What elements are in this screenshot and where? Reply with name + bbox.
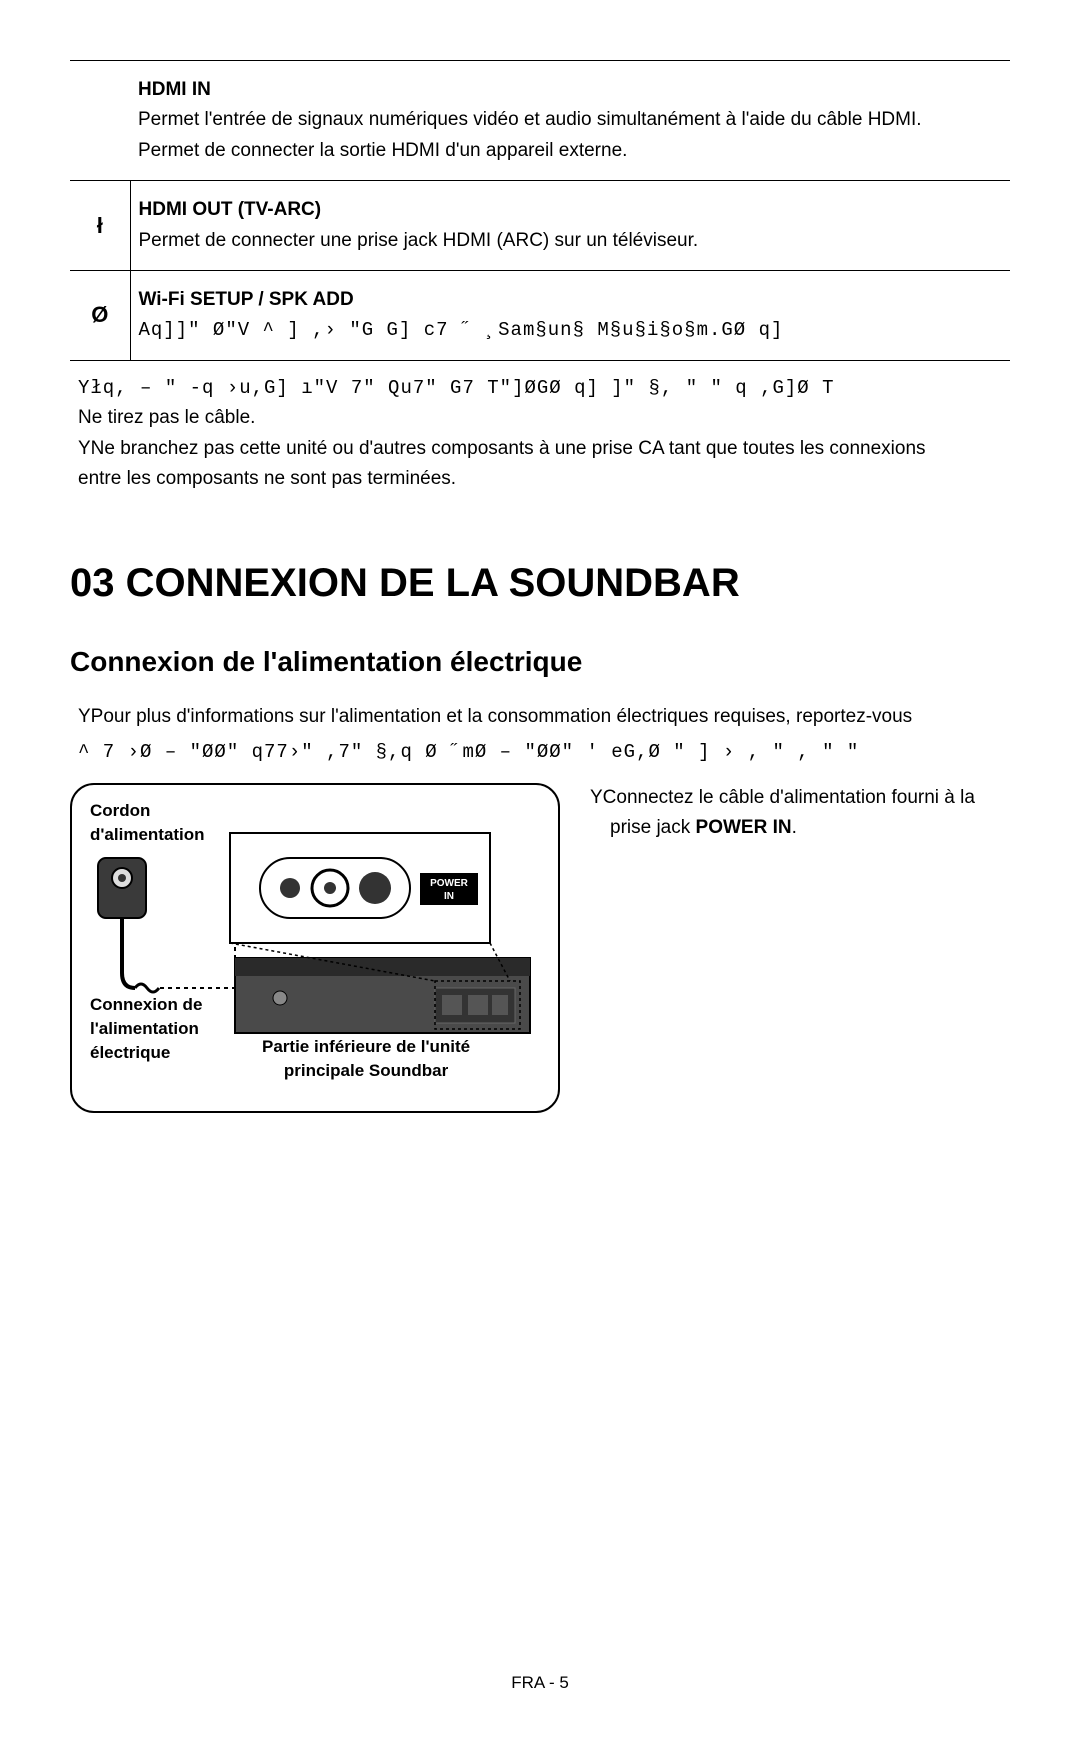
table-row: Ø Wi-Fi SETUP / SPK ADD Aq]]" Ø"V ^ ] ,›…	[70, 270, 1010, 360]
section-heading: 03 CONNEXION DE LA SOUNDBAR	[70, 561, 1010, 606]
row-title: HDMI OUT (TV-ARC)	[139, 195, 1003, 225]
desc-line: YPour plus d'informations sur l'alimenta…	[70, 702, 1010, 732]
row-number: ł	[70, 181, 130, 271]
note-line-garbled: Yłq, – " -q ›u,G] ı"V 7" Qu7" G7 T"]ØGØ …	[70, 373, 1010, 403]
table-row: HDMI IN Permet l'entrée de signaux numér…	[70, 61, 1010, 181]
row-title: HDMI IN	[138, 75, 1002, 105]
spec-table: HDMI IN Permet l'entrée de signaux numér…	[70, 60, 1010, 361]
row-desc: Permet de connecter la sortie HDMI d'un …	[138, 136, 1002, 166]
row-number-empty	[70, 61, 130, 181]
cord-label: Cordon d'alimentation	[90, 799, 205, 847]
note-line: YNe branchez pas cette unité ou d'autres…	[70, 434, 1010, 464]
row-content: HDMI IN Permet l'entrée de signaux numér…	[130, 61, 1010, 181]
right-note-period: .	[792, 817, 797, 838]
sub-heading: Connexion de l'alimentation électrique	[70, 646, 1010, 678]
row-content: HDMI OUT (TV-ARC) Permet de connecter un…	[130, 181, 1010, 271]
note-line: entre les composants ne sont pas terminé…	[70, 464, 1010, 494]
row-content: Wi-Fi SETUP / SPK ADD Aq]]" Ø"V ^ ] ,› "…	[130, 270, 1010, 360]
row-desc: Permet l'entrée de signaux numériques vi…	[138, 105, 1002, 135]
row-title: Wi-Fi SETUP / SPK ADD	[139, 285, 1003, 315]
desc-line-garbled: ^ 7 ›Ø – "ØØ" q77›" ,7" §,q Ø ˝mØ – "ØØ"…	[70, 737, 1010, 767]
connection-label: Connexion de l'alimentation électrique	[90, 993, 202, 1064]
note-line: Ne tirez pas le câble.	[70, 403, 1010, 433]
svg-text:POWER: POWER	[430, 878, 469, 889]
diagram-and-text: POWER IN Cordon d'alimentation Connexion…	[70, 783, 1010, 1113]
sub-description: YPour plus d'informations sur l'alimenta…	[70, 702, 1010, 767]
svg-text:IN: IN	[444, 891, 454, 902]
right-note-prefix: YConnectez le câble d'alimentation fourn…	[590, 787, 975, 808]
table-row: ł HDMI OUT (TV-ARC) Permet de connecter …	[70, 181, 1010, 271]
row-number: Ø	[70, 270, 130, 360]
row-desc: Permet de connecter une prise jack HDMI …	[139, 226, 1003, 256]
row-desc-garbled: Aq]]" Ø"V ^ ] ,› "G G] c7 ˝ ¸Sam§un§ M§u…	[139, 315, 1003, 345]
power-diagram: POWER IN Cordon d'alimentation Connexion…	[70, 783, 560, 1113]
right-note: YConnectez le câble d'alimentation fourn…	[590, 783, 1010, 1113]
right-note-text: prise jack	[610, 817, 696, 838]
bottom-unit-label: Partie inférieure de l'unité principale …	[262, 1035, 470, 1083]
page-footer: FRA - 5	[70, 1673, 1010, 1693]
right-note-bold: POWER IN	[696, 817, 792, 838]
notes-section: Yłq, – " -q ›u,G] ı"V 7" Qu7" G7 T"]ØGØ …	[70, 361, 1010, 507]
